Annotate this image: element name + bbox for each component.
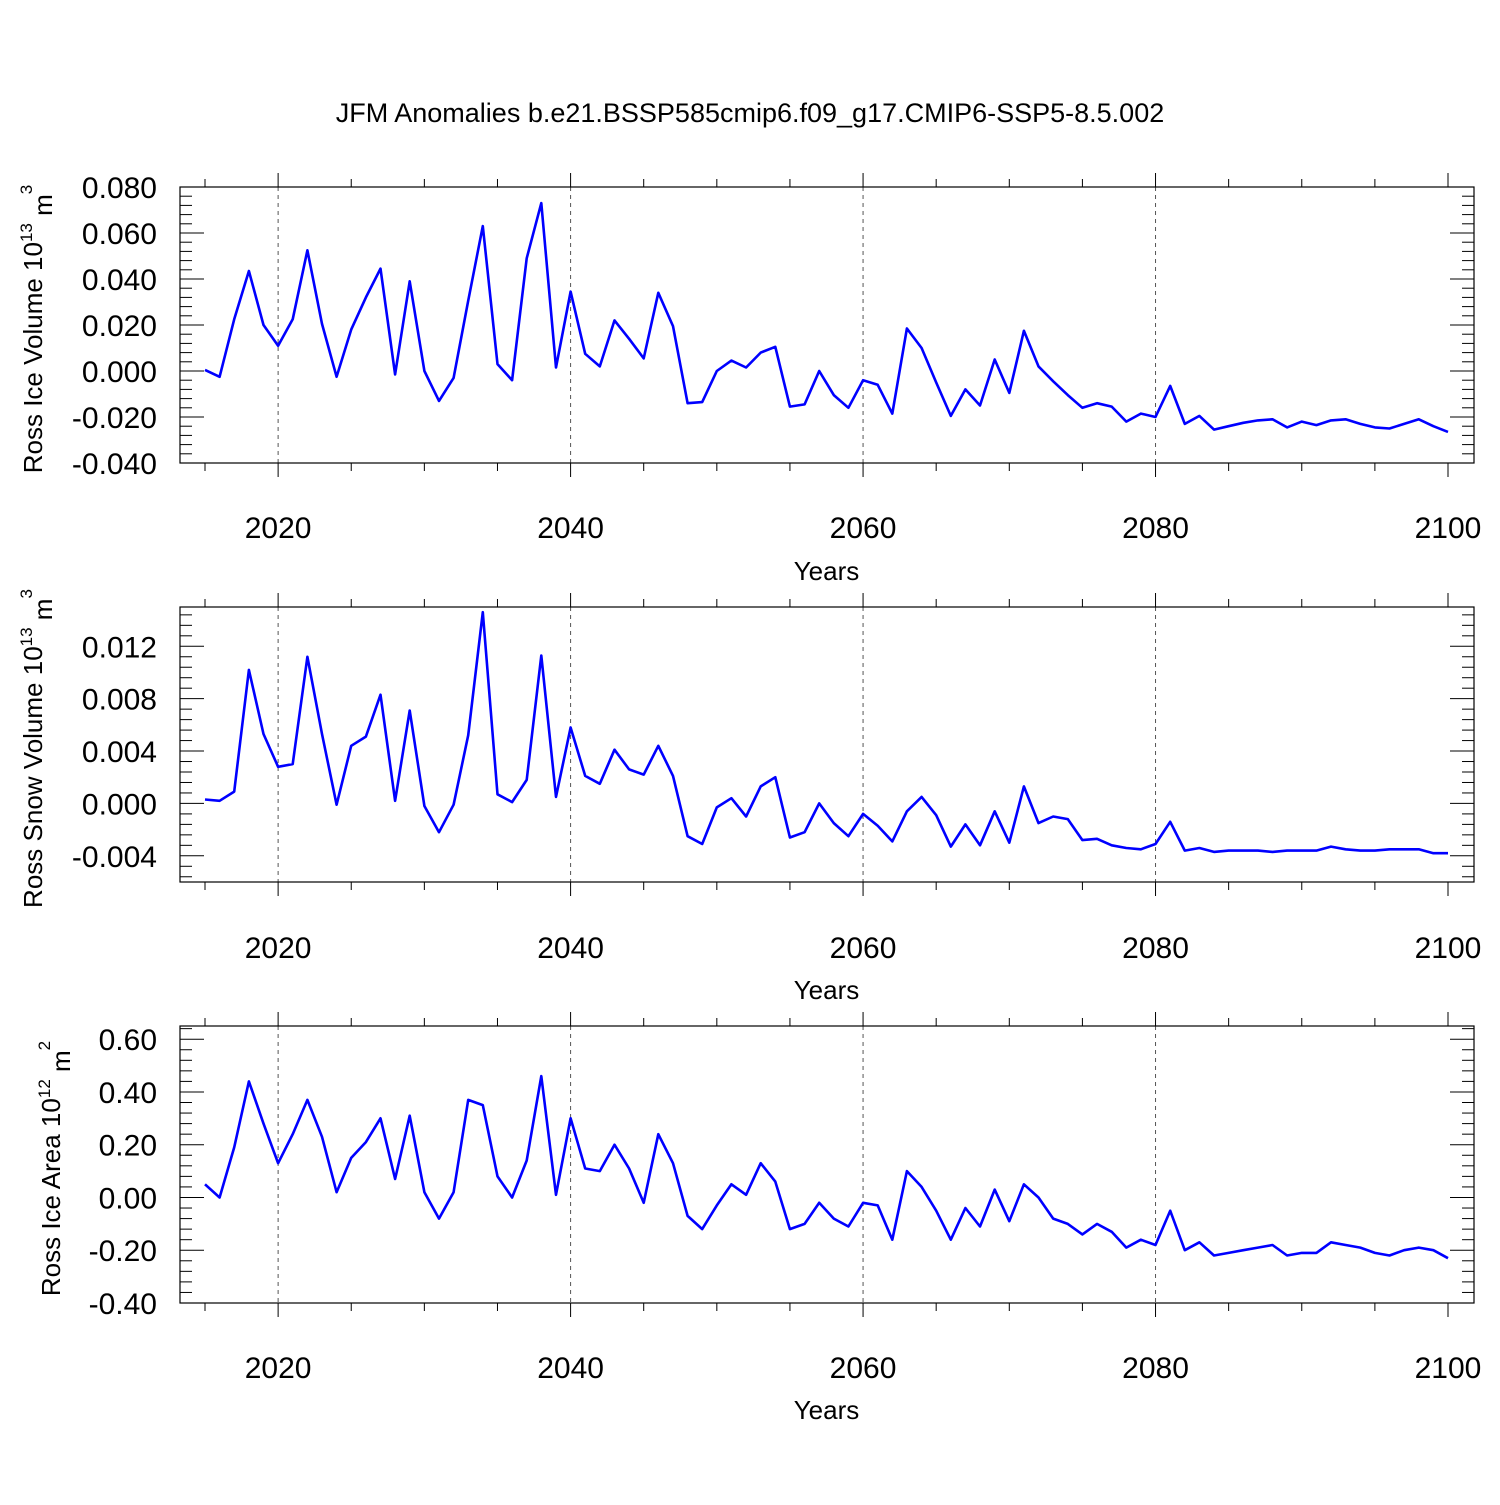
series-line xyxy=(204,610,1448,855)
x-tick-label: 2020 xyxy=(245,1352,312,1385)
y-tick-label: -0.40 xyxy=(89,1288,157,1321)
chart-title: JFM Anomalies b.e21.BSSP585cmip6.f09_g17… xyxy=(335,98,1165,128)
panel-3: -0.40 -0.20 0.00 0.20 0.40 0.60 2020 2040 2060 20… xyxy=(35,1012,1481,1425)
y-tick-label: 0.00 xyxy=(99,1182,157,1215)
y-tick-label: 0.040 xyxy=(82,264,157,297)
x-tick-label: 2060 xyxy=(830,1352,897,1385)
y-axis-label-part: Ross Ice Volume 10 xyxy=(18,242,48,473)
y-tick-label: 0.060 xyxy=(82,218,157,251)
series-line xyxy=(204,1074,1449,1260)
y-tick-label: -0.020 xyxy=(72,402,157,435)
y-axis-label-part: 12 xyxy=(35,1079,54,1098)
y-axis-label-part: Ross Ice Area 10 xyxy=(36,1098,66,1296)
x-tick-label: 2040 xyxy=(537,512,604,545)
x-tick-label: 2040 xyxy=(537,1352,604,1385)
y-axis-label-part: 3 xyxy=(17,185,36,194)
plot-frame xyxy=(179,186,1475,464)
y-axis-label-part: m xyxy=(46,1050,76,1079)
x-tick-label: 2080 xyxy=(1122,932,1189,965)
x-tick-label: 2060 xyxy=(830,512,897,545)
x-axis-label: Years xyxy=(794,556,860,586)
y-tick-label: -0.004 xyxy=(72,841,157,874)
y-axis-label: Ross Ice Volume 1013 m3 xyxy=(17,185,58,474)
x-axis-label: Years xyxy=(794,1395,860,1425)
x-axis-label: Years xyxy=(794,975,860,1005)
plot-frame xyxy=(179,1025,1475,1304)
panel-2: -0.004 0.000 0.004 0.008 0.012 2020 2040 2060 20… xyxy=(17,589,1481,1005)
plot-frame xyxy=(179,606,1475,883)
x-tick-label: 2080 xyxy=(1122,1352,1189,1385)
y-axis-label-part: 3 xyxy=(17,589,36,598)
x-tick-label: 2100 xyxy=(1415,1352,1482,1385)
y-tick-label: 0.008 xyxy=(82,684,157,717)
y-tick-label: -0.20 xyxy=(89,1235,157,1268)
y-axis-label: Ross Ice Area 1012 m2 xyxy=(35,1041,76,1296)
x-tick-label: 2100 xyxy=(1415,512,1482,545)
panel-1: -0.040 -0.020 0.000 0.020 0.040 0.060 0.080 202… xyxy=(17,172,1481,586)
y-axis-label: Ross Snow Volume 1013 m3 xyxy=(17,589,58,908)
y-tick-label: 0.012 xyxy=(82,631,157,664)
y-tick-label: 0.080 xyxy=(82,172,157,205)
y-tick-label: 0.60 xyxy=(99,1024,157,1057)
y-tick-label: 0.40 xyxy=(99,1077,157,1110)
y-axis-label-part: m xyxy=(28,599,58,628)
x-tick-label: 2100 xyxy=(1415,932,1482,965)
y-tick-label: 0.020 xyxy=(82,310,157,343)
y-tick-label: 0.004 xyxy=(82,736,157,769)
y-tick-label: 0.000 xyxy=(82,788,157,821)
x-tick-label: 2080 xyxy=(1122,512,1189,545)
y-axis-label-part: 13 xyxy=(17,627,36,646)
x-tick-label: 2020 xyxy=(245,512,312,545)
y-tick-label: 0.000 xyxy=(82,356,157,389)
y-axis-label-part: Ross Snow Volume 10 xyxy=(18,646,48,908)
x-tick-label: 2040 xyxy=(537,932,604,965)
series-line xyxy=(204,201,1449,434)
y-tick-label: 0.20 xyxy=(99,1130,157,1163)
y-axis-label-part: m xyxy=(28,194,58,223)
y-axis-label-part: 13 xyxy=(17,223,36,242)
y-tick-label: -0.040 xyxy=(72,448,157,481)
x-tick-label: 2060 xyxy=(830,932,897,965)
y-axis-label-part: 2 xyxy=(35,1041,54,1050)
x-tick-label: 2020 xyxy=(245,932,312,965)
